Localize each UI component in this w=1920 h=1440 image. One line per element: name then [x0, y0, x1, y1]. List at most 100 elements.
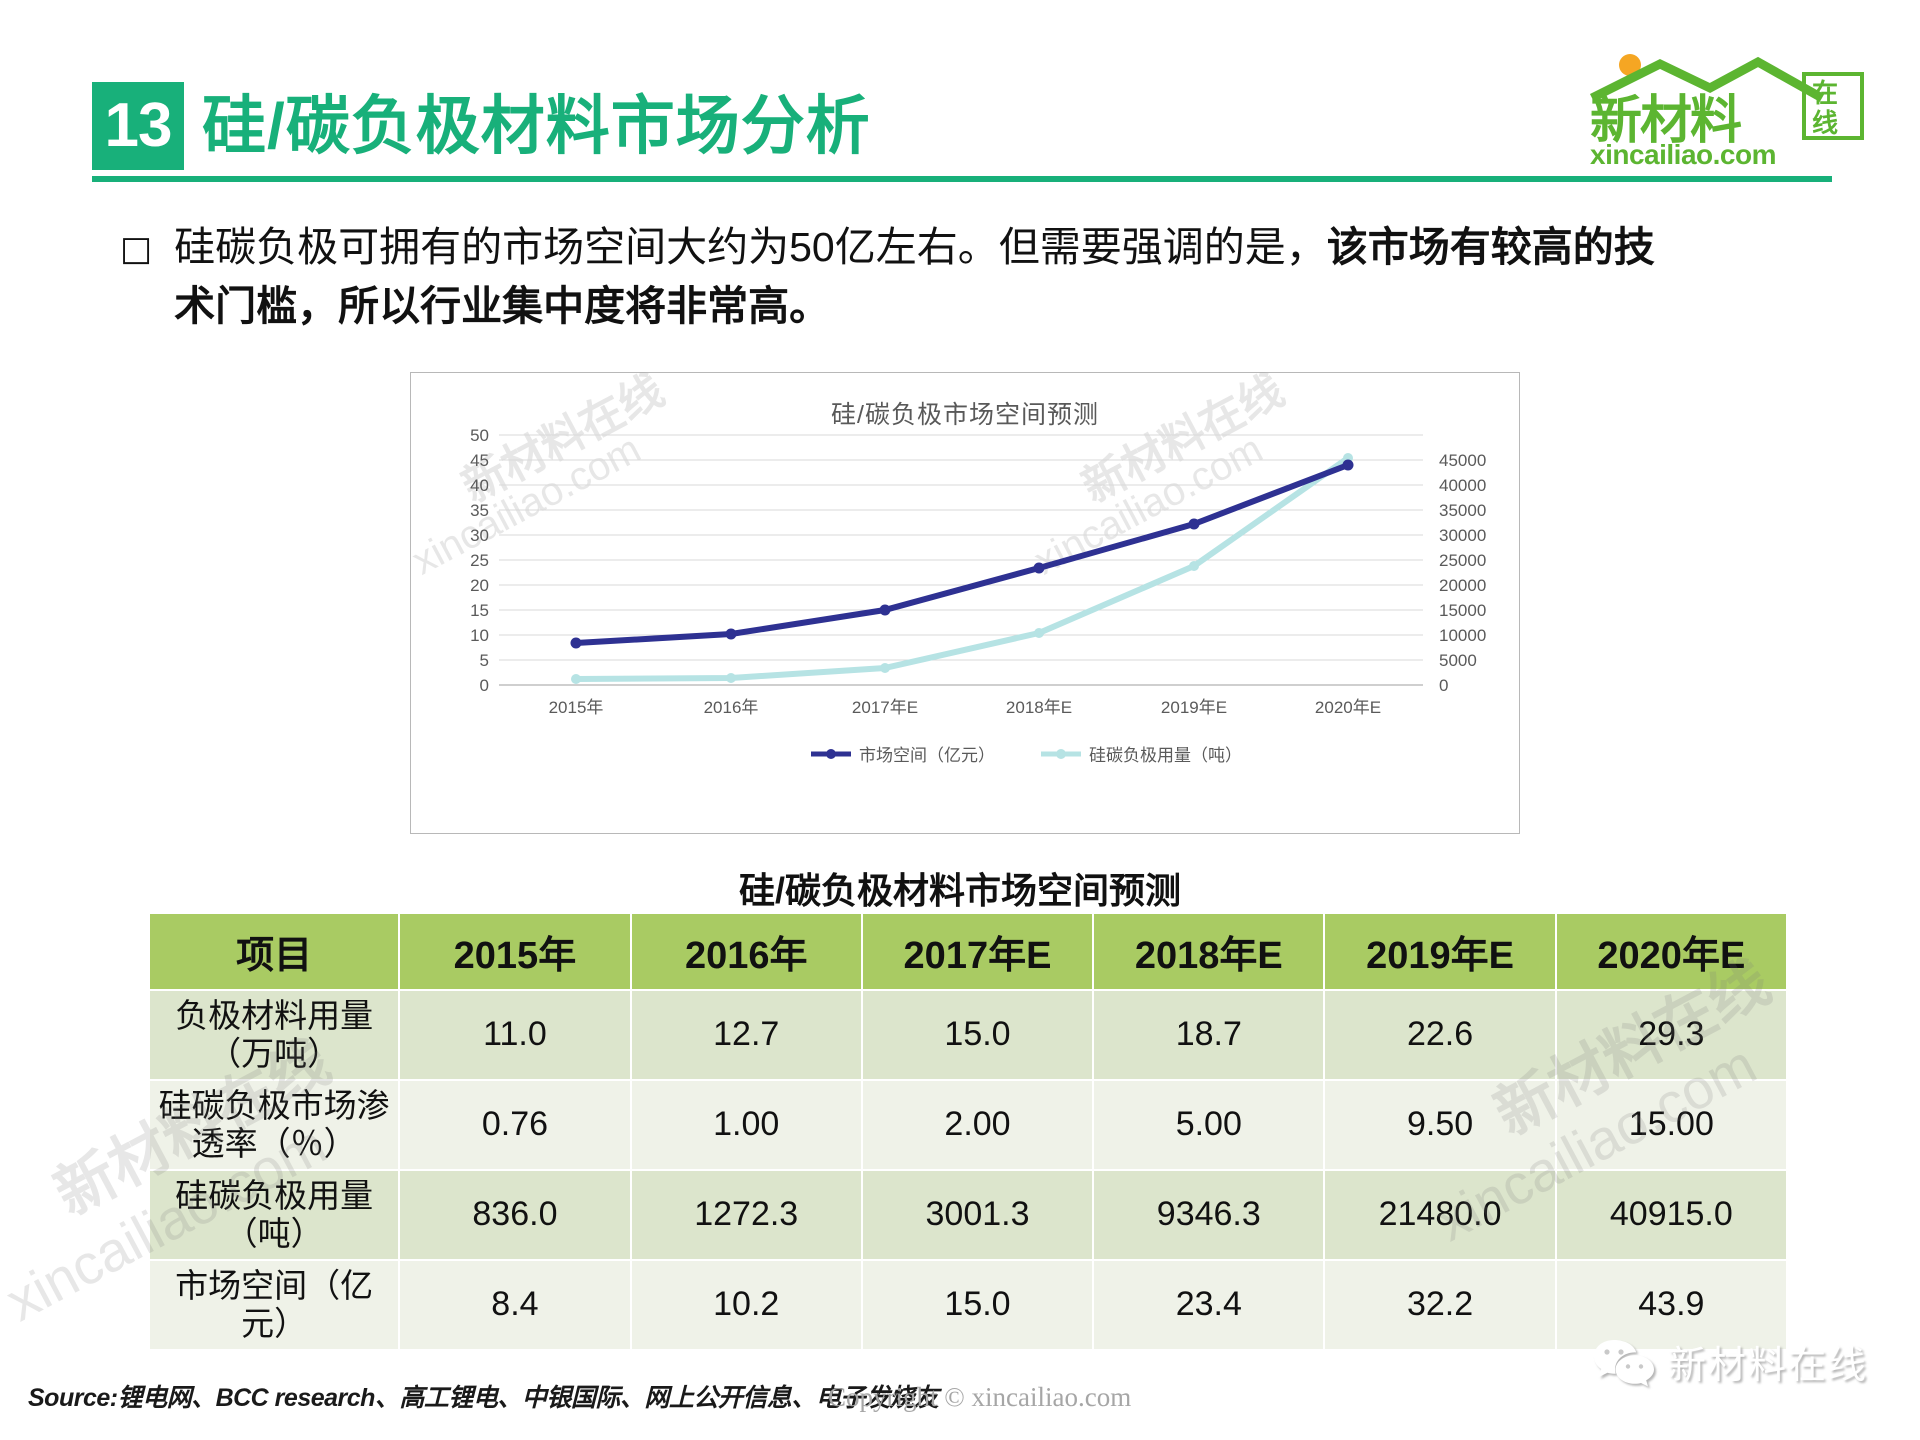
svg-text:40: 40	[470, 476, 489, 495]
svg-text:20: 20	[470, 576, 489, 595]
chart-panel: 新材料在线 xincailiao.com 新材料在线 xincailiao.co…	[405, 366, 1520, 834]
svg-text:0: 0	[480, 676, 489, 695]
table-col-header-1: 2015年	[398, 912, 632, 991]
series-line-tonnage	[573, 455, 1351, 682]
logo-badge-line1: 在	[1812, 78, 1838, 108]
series-markers-market-space	[570, 459, 1354, 649]
bullet-square-icon: □	[120, 229, 153, 269]
cell-0-1: 12.7	[629, 989, 863, 1081]
wechat-badge: 新材料在线	[1592, 1334, 1868, 1389]
svg-text:2017年E: 2017年E	[852, 698, 918, 717]
cell-3-1: 10.2	[629, 1258, 863, 1351]
row-label-1: 硅碳负极市场渗透率（％）	[147, 1078, 401, 1171]
svg-text:2018年E: 2018年E	[1006, 698, 1072, 717]
cell-3-2: 15.0	[860, 1258, 1095, 1351]
table-col-header-4: 2018年E	[1092, 912, 1326, 991]
cell-1-0: 0.76	[398, 1078, 632, 1171]
copyright-note: Copyright © xincailiao.com	[828, 1382, 1132, 1412]
wechat-icon	[1593, 1339, 1654, 1386]
table-caption: 硅/碳负极材料市场空间预测	[738, 870, 1181, 911]
cell-1-1: 1.00	[629, 1078, 863, 1171]
table-row: 负极材料用量（万吨） 11.0 12.7 15.0 18.7 22.6 29.3	[147, 989, 1789, 1081]
table-header-row: 项目 2015年 2016年 2017年E 2018年E 2019年E 2020…	[147, 912, 1789, 991]
chart-right-axis-labels: 45000 40000 35000 30000 25000 20000 1500…	[1439, 451, 1486, 695]
chart-canvas: 新材料在线 xincailiao.com 新材料在线 xincailiao.co…	[405, 366, 1519, 833]
svg-text:5: 5	[480, 651, 489, 670]
table-col-header-0: 项目	[147, 912, 401, 991]
svg-text:10: 10	[470, 626, 489, 645]
cell-0-5: 29.3	[1554, 989, 1789, 1081]
cell-0-2: 15.0	[860, 989, 1095, 1081]
cell-2-1: 1272.3	[629, 1168, 863, 1261]
cell-2-0: 836.0	[398, 1168, 632, 1261]
svg-text:2015年: 2015年	[549, 698, 604, 717]
table-col-header-5: 2019年E	[1323, 912, 1557, 991]
bullet-line2-bold: 术门槛，所以行业集中度将非常高。	[174, 283, 831, 330]
bullet-block: □ 硅碳负极可拥有的市场空间大约为50亿左右。但需要强调的是，该市场有较高的技 …	[120, 218, 1800, 337]
svg-text:50: 50	[470, 426, 489, 445]
svg-text:30000: 30000	[1439, 526, 1486, 545]
cell-0-0: 11.0	[398, 989, 632, 1081]
svg-text:40000: 40000	[1439, 476, 1486, 495]
svg-text:10000: 10000	[1439, 626, 1486, 645]
table-col-header-2: 2016年	[629, 912, 863, 991]
brand-logo: 新材料 在 线 xincailiao.com	[1582, 40, 1872, 168]
cell-3-5: 43.9	[1554, 1258, 1789, 1351]
svg-text:25000: 25000	[1439, 551, 1486, 570]
svg-text:45: 45	[470, 451, 489, 470]
table-col-header-3: 2017年E	[860, 912, 1095, 991]
svg-text:2020年E: 2020年E	[1315, 698, 1381, 717]
cell-2-3: 9346.3	[1092, 1168, 1326, 1261]
row-label-0: 负极材料用量（万吨）	[147, 989, 401, 1081]
table-row: 硅碳负极市场渗透率（％） 0.76 1.00 2.00 5.00 9.50 15…	[147, 1078, 1789, 1171]
logo-wordmark-cn: 新材料	[1590, 92, 1744, 150]
row-label-2: 硅碳负极用量（吨）	[147, 1168, 401, 1261]
cell-3-3: 23.4	[1092, 1258, 1326, 1351]
chart-gridlines	[499, 434, 1423, 661]
cell-3-0: 8.4	[398, 1258, 632, 1351]
mountain-roof-icon	[1589, 56, 1825, 103]
cell-0-3: 18.7	[1092, 989, 1326, 1081]
bullet-text: 硅碳负极可拥有的市场空间大约为50亿左右。但需要强调的是，该市场有较高的技 术门…	[174, 218, 1655, 337]
svg-text:15000: 15000	[1439, 601, 1486, 620]
chart-svg: 50 45 40 35 30 25 20 15 10 5 0 45000 400…	[470, 426, 1486, 765]
svg-text:5000: 5000	[1439, 651, 1477, 670]
logo-badge-line2: 线	[1812, 108, 1838, 138]
svg-text:35: 35	[470, 501, 489, 520]
svg-text:2019年E: 2019年E	[1161, 698, 1227, 717]
cell-3-4: 32.2	[1323, 1258, 1557, 1351]
bullet-line1-normal: 硅碳负极可拥有的市场空间大约为50亿左右。但需要强调的是，	[174, 224, 1327, 270]
cell-1-2: 2.00	[860, 1078, 1095, 1171]
svg-text:15: 15	[470, 601, 489, 620]
cell-1-3: 5.00	[1092, 1078, 1326, 1171]
chart-title: 硅/碳负极市场空间预测	[831, 401, 1099, 429]
wechat-label: 新材料在线	[1667, 1345, 1868, 1387]
chart-category-labels: 2015年 2016年 2017年E 2018年E 2019年E 2020年E	[549, 698, 1382, 717]
svg-text:30: 30	[470, 526, 489, 545]
table-col-header-6: 2020年E	[1554, 912, 1789, 991]
svg-text:25: 25	[470, 551, 489, 570]
svg-text:0: 0	[1439, 676, 1448, 695]
svg-text:2016年: 2016年	[704, 698, 759, 717]
market-forecast-table: 项目 2015年 2016年 2017年E 2018年E 2019年E 2020…	[147, 912, 1789, 1351]
header-divider	[92, 176, 1832, 182]
bullet-line1-bold: 该市场有较高的技	[1326, 224, 1655, 270]
cell-2-2: 3001.3	[860, 1168, 1095, 1261]
cell-2-5: 40915.0	[1554, 1168, 1789, 1261]
cell-1-5: 15.00	[1554, 1078, 1789, 1171]
source-note: Source:锂电网、BCC research、高工锂电、中银国际、网上公开信息…	[28, 1384, 939, 1412]
series-line-market-space	[573, 462, 1351, 646]
logo-badge-box	[1802, 72, 1864, 140]
logo-icon: 新材料 在 线 xincailiao.com	[1589, 54, 1864, 168]
row-label-3: 市场空间（亿元）	[147, 1258, 401, 1351]
chart-legend: 市场空间（亿元） 硅碳负极用量（吨）	[811, 746, 1242, 765]
legend-label-tonnage: 硅碳负极用量（吨）	[1089, 746, 1242, 765]
svg-text:新材料: 新材料	[1590, 92, 1742, 150]
table-row: 市场空间（亿元） 8.4 10.2 15.0 23.4 32.2 43.9	[147, 1258, 1789, 1351]
slide-header: 13 硅/碳负极材料市场分析	[92, 78, 1832, 174]
legend-label-market-space: 市场空间（亿元）	[859, 746, 995, 765]
svg-text:35000: 35000	[1439, 501, 1486, 520]
cell-2-4: 21480.0	[1323, 1168, 1557, 1261]
table-row: 硅碳负极用量（吨） 836.0 1272.3 3001.3 9346.3 214…	[147, 1168, 1789, 1261]
